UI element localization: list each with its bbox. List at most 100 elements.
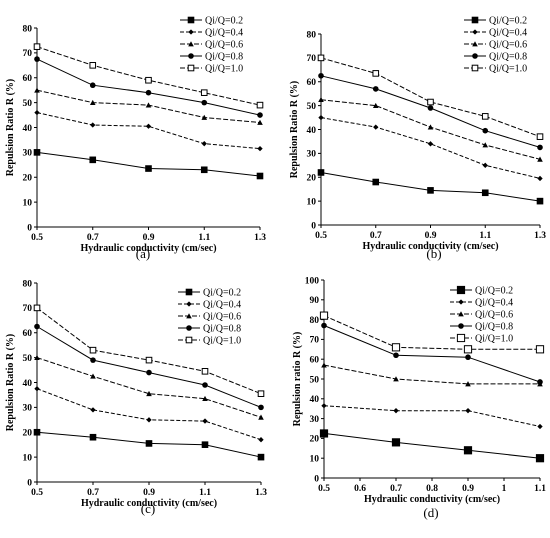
series-2 xyxy=(34,386,264,443)
data-point xyxy=(482,127,489,134)
data-point xyxy=(202,395,208,402)
legend-entry: Qi/Q=0.8 xyxy=(178,324,241,335)
y-tick-label: 80 xyxy=(23,24,33,34)
legend-marker xyxy=(458,299,464,305)
legend-label: Qi/Q=0.6 xyxy=(203,312,241,323)
data-point xyxy=(482,162,488,168)
data-point xyxy=(427,141,434,147)
legend-marker xyxy=(188,53,194,59)
legend-label: Qi/Q=0.4 xyxy=(205,28,243,39)
legend-label: Qi/Q=0.4 xyxy=(203,300,241,311)
data-point xyxy=(145,165,152,172)
x-axis-title: Hydraulic conductivity (cm/sec) xyxy=(81,498,217,509)
data-point xyxy=(318,114,324,121)
data-point xyxy=(145,356,153,364)
y-tick-label: 10 xyxy=(23,198,33,208)
data-point xyxy=(317,54,325,62)
data-point xyxy=(201,99,208,106)
data-point xyxy=(33,149,41,156)
y-tick-label: 30 xyxy=(310,415,320,425)
data-point xyxy=(463,446,473,455)
x-tick-label: 0.7 xyxy=(370,231,382,241)
data-point xyxy=(145,76,152,84)
series-line xyxy=(320,117,541,179)
y-axis-title: Repulsion Ratio R (%) xyxy=(289,81,300,179)
data-point xyxy=(463,345,473,354)
y-tick-label: 50 xyxy=(23,99,33,109)
data-point xyxy=(145,102,152,108)
data-point xyxy=(90,122,96,128)
y-tick-label: 10 xyxy=(310,455,320,465)
y-tick-label: 0 xyxy=(314,474,319,484)
data-point xyxy=(256,101,264,109)
legend-entry: Qi/Q=0.6 xyxy=(464,40,527,51)
x-tick-label: 0.9 xyxy=(425,231,437,241)
y-tick-label: 70 xyxy=(310,336,320,346)
series-2 xyxy=(34,109,263,152)
legend-label: Qi/Q=0.6 xyxy=(489,40,527,51)
chart-panel-d: 0 10 20 30 40 50 60 70 80 90 100 0.5 0.6 0.7 0.8 0.9 1 1.… xyxy=(292,276,546,520)
data-point xyxy=(318,72,324,79)
series-4 xyxy=(34,56,263,118)
legend-marker xyxy=(458,323,464,329)
data-point xyxy=(372,102,379,109)
x-tick-label: 1 xyxy=(502,484,507,494)
legend-marker xyxy=(188,41,194,47)
legend-label: Qi/Q=0.4 xyxy=(489,28,527,39)
legend-label: Qi/Q=0.2 xyxy=(203,288,241,299)
y-tick-label: 50 xyxy=(23,354,33,364)
x-tick-label: 1.1 xyxy=(199,488,211,498)
y-tick-label: 60 xyxy=(310,356,320,366)
data-point xyxy=(145,89,152,96)
data-point xyxy=(321,403,327,409)
data-point xyxy=(34,56,40,62)
data-point xyxy=(89,433,97,441)
series-line xyxy=(320,172,541,202)
legend-label: Qi/Q=0.6 xyxy=(205,40,243,51)
legend-entry: Qi/Q=0.2 xyxy=(178,288,241,299)
data-point xyxy=(201,441,209,448)
legend-marker xyxy=(472,53,478,59)
series-3 xyxy=(318,96,543,162)
series-5 xyxy=(33,43,264,109)
y-tick-label: 0 xyxy=(27,478,32,488)
data-point xyxy=(537,175,543,182)
y-tick-label: 20 xyxy=(23,429,33,439)
series-5 xyxy=(317,54,544,140)
data-point xyxy=(537,379,543,385)
series-1 xyxy=(33,149,264,180)
data-point xyxy=(258,437,264,443)
legend-entry: Qi/Q=1.0 xyxy=(450,334,513,345)
y-tick-label: 80 xyxy=(310,316,320,326)
x-tick-label: 0.7 xyxy=(390,484,402,494)
legend-marker xyxy=(187,16,195,24)
legend-entry: Qi/Q=0.8 xyxy=(180,52,243,63)
series-1 xyxy=(317,169,544,205)
data-point xyxy=(393,408,399,414)
data-point xyxy=(257,453,265,461)
y-tick-label: 20 xyxy=(23,174,33,184)
legend: Qi/Q=0.2Qi/Q=0.4Qi/Q=0.6Qi/Q=0.8Qi/Q=1.0 xyxy=(464,16,527,75)
data-point xyxy=(391,343,401,352)
y-tick-label: 30 xyxy=(307,150,317,160)
data-point xyxy=(537,144,543,151)
data-point xyxy=(321,362,327,368)
data-point xyxy=(33,43,41,50)
chart-panel-b: 0 10 20 30 40 50 60 70 80 0.5 0.7 0.9 1.1 1.3 Hydrauli… xyxy=(289,16,546,262)
legend-label: Qi/Q=0.8 xyxy=(205,52,243,63)
x-axis-title: Hydraulic conductivity (cm/sec) xyxy=(362,241,498,252)
data-point xyxy=(256,172,264,180)
data-point xyxy=(90,357,96,363)
data-point xyxy=(535,345,545,354)
legend-marker xyxy=(456,285,466,295)
series-line xyxy=(36,357,262,418)
y-tick-label: 30 xyxy=(23,404,33,414)
y-tick-label: 70 xyxy=(307,54,317,64)
legend-entry: Qi/Q=0.6 xyxy=(178,312,241,323)
data-point xyxy=(536,197,544,205)
data-point xyxy=(34,386,40,392)
data-point xyxy=(201,368,209,375)
y-tick-label: 10 xyxy=(307,197,317,207)
data-point xyxy=(537,423,543,430)
data-point xyxy=(481,189,489,197)
